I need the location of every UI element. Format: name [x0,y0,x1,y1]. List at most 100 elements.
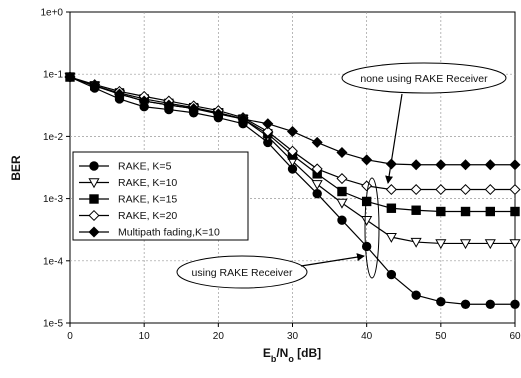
series-5-point [188,103,200,115]
legend-items: RAKE, K=5 RAKE, K=10 RAKE, K=15 RAKE, K=20 M… [79,161,220,239]
y-tick-label: 1e-5 [43,319,63,330]
series-4-point [410,184,422,196]
legend-marker [88,226,100,238]
legend-marker [89,161,99,171]
annotation-none-rake-arrow [385,93,403,184]
series-2-point [484,239,496,250]
series-4-point [336,173,348,185]
y-axis-label: BER [9,155,23,181]
annotation-none-rake: none using RAKE Receiver [341,62,507,184]
series-1-point [510,299,520,309]
legend-label: Multipath fading,K=10 [118,227,220,239]
legend-item-4: RAKE, K=20 [79,209,177,222]
series-3-point [510,206,520,217]
series-2-point [336,198,348,209]
series-4-point [361,180,373,192]
legend-label: RAKE, K=15 [118,194,177,206]
series-3-point [411,205,421,215]
x-tick-label: 50 [435,331,447,342]
x-tick-label: 10 [139,331,151,342]
series-5-point [484,159,496,171]
series-1-point [312,188,322,199]
series-1-point [460,299,471,309]
series-2-point [459,239,472,250]
series-2-point [509,239,521,250]
series-5-point [64,71,76,83]
series-4-point [435,184,447,196]
legend-box [72,151,249,241]
annotation-using-rake-ellipse [176,255,308,289]
series-5-point [89,80,101,92]
legend-item-5: Multipath fading,K=10 [79,226,220,239]
series-4-point [484,184,496,196]
series-1-point [361,241,372,252]
series-group [64,71,521,309]
series-3-point [485,206,496,217]
y-tick-label: 1e-3 [43,194,63,205]
series-4-point [311,163,323,175]
legend-marker [88,209,100,222]
series-5-point [262,118,274,130]
series-5 [64,71,521,171]
series-1-point [386,269,397,280]
legend-label: RAKE, K=5 [118,161,172,173]
x-axis-ticks: 0 10 20 30 40 50 60 [67,323,521,342]
annotation-using-rake-text: using RAKE Receiver [192,267,293,279]
series-5-point [336,147,348,159]
y-tick-label: 1e+0 [40,8,63,19]
series-5-point [212,108,224,120]
y-axis-ticks: 1e+0 1e-1 1e-2 1e-3 1e-4 1e-5 [40,8,70,330]
series-1-point [337,215,347,225]
series-4-point [286,145,299,157]
series-2-point [361,215,373,226]
series-4-point [460,184,472,196]
annotation-none-rake-text: none using RAKE Receiver [360,73,488,85]
series-4-point [262,125,274,137]
series-5-point [361,154,373,166]
annotation-using-rake: using RAKE Receiver [176,177,380,289]
series-3-point [386,203,397,213]
series-2-point [410,237,422,248]
legend-item-2: RAKE, K=10 [79,177,177,189]
legend-marker [88,178,100,189]
series-1-point [411,290,421,300]
x-tick-label: 60 [509,331,521,342]
series-3-point [337,186,347,197]
legend-label: RAKE, K=10 [118,177,177,189]
series-1-point [436,297,446,307]
annotation-none-rake-ellipse [341,62,507,94]
series-5-point [435,159,447,171]
series-5-point [113,88,125,100]
x-tick-label: 30 [287,331,299,342]
legend-item-1: RAKE, K=5 [79,161,172,173]
series-3-point [460,206,471,217]
annotation-using-rake-arrow [300,253,365,267]
series-1-point [485,299,496,309]
series-5-point [138,95,150,107]
series-2-point [311,180,323,190]
series-5-point [163,99,175,111]
series-3-point [436,206,446,217]
x-axis-label: Eb/No [dB] [263,346,321,364]
series-4-point [509,184,521,196]
series-5-point [460,159,472,171]
x-tick-label: 20 [213,331,225,342]
series-5-point [509,159,521,171]
annotation-using-rake-small-ellipse [364,177,380,279]
series-5-point [410,159,422,171]
series-5-point [311,136,323,148]
y-tick-label: 1e-2 [43,132,63,143]
series-4-point [385,184,397,196]
series-5-point [286,125,299,137]
legend-label: RAKE, K=20 [118,210,177,222]
series-2-point [435,239,447,250]
x-tick-label: 0 [67,331,73,342]
x-tick-label: 40 [361,331,373,342]
series-5-point [237,113,249,125]
series-2-point [385,232,397,243]
y-tick-label: 1e-4 [43,256,63,267]
legend: RAKE, K=5 RAKE, K=10 RAKE, K=15 RAKE, K=20 M… [72,151,249,241]
legend-item-3: RAKE, K=15 [79,194,177,206]
y-tick-label: 1e-1 [43,70,63,81]
